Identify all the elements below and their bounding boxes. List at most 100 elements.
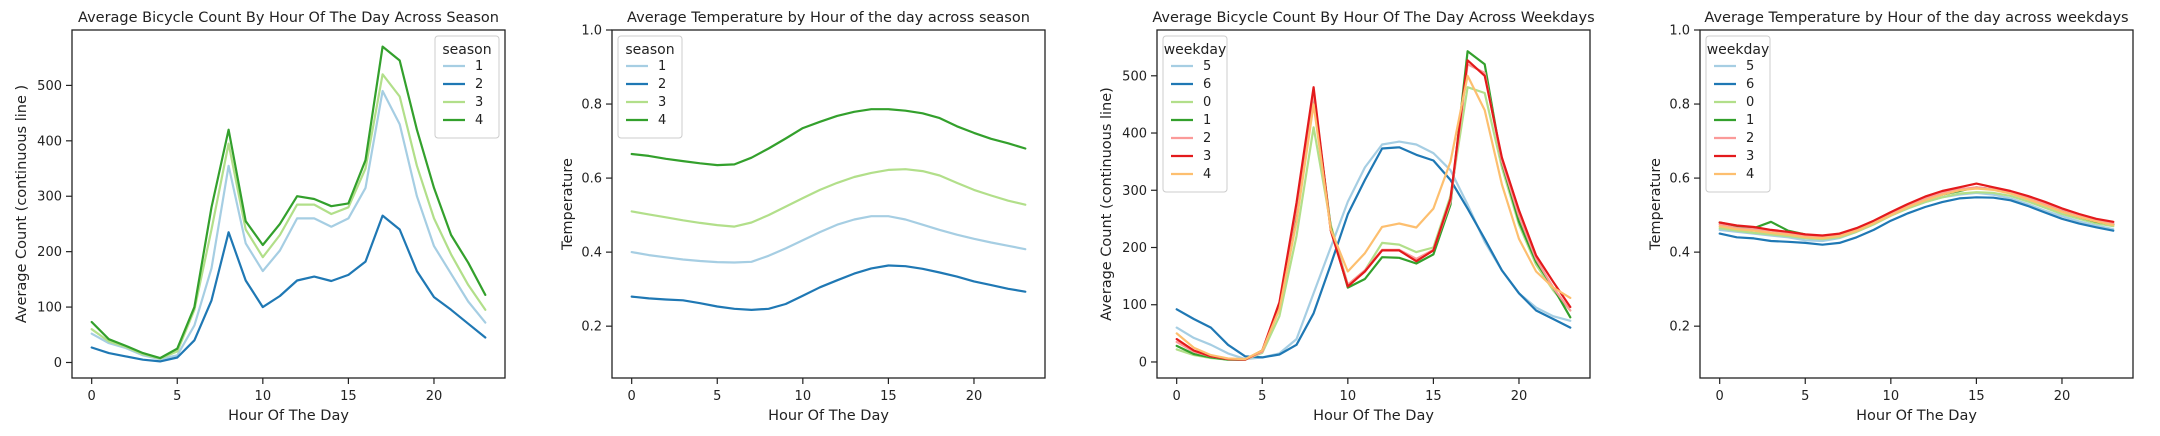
x-axis-label: Hour Of The Day xyxy=(1856,408,1977,424)
legend-label: 5 xyxy=(1203,59,1211,74)
legend-label: 2 xyxy=(1746,131,1754,146)
legend-label: 1 xyxy=(1746,113,1754,128)
x-tick-label: 0 xyxy=(1173,389,1181,404)
legend-label: 4 xyxy=(1203,167,1211,182)
x-tick-label: 0 xyxy=(88,389,96,404)
y-tick-label: 100 xyxy=(1122,298,1147,313)
legend-label: 1 xyxy=(475,59,483,74)
series-line-6 xyxy=(1175,146,1572,359)
series-line-6 xyxy=(1718,196,2115,246)
y-tick-label: 200 xyxy=(37,245,62,260)
legend-box xyxy=(617,35,683,139)
series-line-2 xyxy=(90,214,487,363)
y-tick-label: 0.2 xyxy=(581,320,602,335)
x-tick-label: 15 xyxy=(340,389,357,404)
x-tick-label: 5 xyxy=(1801,389,1809,404)
series-line-2 xyxy=(630,264,1027,311)
legend-label: 0 xyxy=(1203,95,1211,110)
legend-label: 4 xyxy=(475,113,483,128)
legend-label: 2 xyxy=(475,77,483,92)
chart-title: Average Temperature by Hour of the day a… xyxy=(1704,10,2128,26)
x-tick-label: 10 xyxy=(1883,389,1900,404)
legend-title: weekday xyxy=(1707,42,1770,58)
series-line-3 xyxy=(1718,182,2115,237)
x-tick-label: 10 xyxy=(1340,389,1357,404)
x-tick-label: 0 xyxy=(1716,389,1724,404)
x-axis-label: Hour Of The Day xyxy=(1313,408,1434,424)
chart-title: Average Temperature by Hour of the day a… xyxy=(627,10,1030,26)
plot-frame xyxy=(71,29,506,379)
x-tick-label: 10 xyxy=(255,389,272,404)
series-line-0 xyxy=(1175,86,1572,361)
legend-label: 3 xyxy=(1746,149,1754,164)
legend-label: 2 xyxy=(1203,131,1211,146)
y-tick-label: 0.4 xyxy=(1669,246,1690,261)
chart-2: Average Temperature by Hour of the day a… xyxy=(560,10,1046,424)
plot-frame xyxy=(1156,29,1591,379)
y-tick-label: 0.8 xyxy=(1669,98,1690,113)
legend-box xyxy=(1162,35,1228,193)
y-tick-label: 500 xyxy=(37,79,62,94)
legend-label: 0 xyxy=(1746,95,1754,110)
x-tick-label: 5 xyxy=(1258,389,1266,404)
y-tick-label: 0.6 xyxy=(581,172,602,187)
x-tick-label: 15 xyxy=(1425,389,1442,404)
legend-box xyxy=(1705,35,1771,193)
y-tick-label: 400 xyxy=(37,134,62,149)
y-tick-label: 0.2 xyxy=(1669,320,1690,335)
series-line-3 xyxy=(1175,59,1572,361)
y-axis-label: Average Count (continuous line) xyxy=(1099,87,1115,321)
legend-title: season xyxy=(625,42,674,58)
legend-label: 6 xyxy=(1746,77,1754,92)
y-axis-label: Temperature xyxy=(560,158,576,251)
series-line-4 xyxy=(1718,187,2115,240)
x-tick-label: 5 xyxy=(173,389,181,404)
series-line-4 xyxy=(90,45,487,360)
legend-label: 4 xyxy=(1746,167,1754,182)
legend-label: 5 xyxy=(1746,59,1754,74)
x-axis-label: Hour Of The Day xyxy=(228,408,349,424)
chart-1: Average Bicycle Count By Hour Of The Day… xyxy=(14,10,506,424)
y-tick-label: 0 xyxy=(1139,355,1147,370)
legend-label: 3 xyxy=(1203,149,1211,164)
series-line-5 xyxy=(1175,140,1572,361)
legend-label: 3 xyxy=(658,95,666,110)
x-axis-label: Hour Of The Day xyxy=(768,408,889,424)
x-tick-label: 10 xyxy=(795,389,812,404)
series-line-1 xyxy=(1175,50,1572,361)
y-tick-label: 400 xyxy=(1122,127,1147,142)
plot-frame xyxy=(611,29,1046,379)
x-tick-label: 5 xyxy=(713,389,721,404)
y-tick-label: 300 xyxy=(37,190,62,205)
series-line-3 xyxy=(90,73,487,360)
y-tick-label: 0.6 xyxy=(1669,172,1690,187)
legend-box xyxy=(434,35,500,139)
y-axis-label: Average Count (continuous line ) xyxy=(14,85,30,323)
y-tick-label: 100 xyxy=(37,301,62,316)
y-tick-label: 0.8 xyxy=(581,98,602,113)
legend-label: 2 xyxy=(658,77,666,92)
chart-4: Average Temperature by Hour of the day a… xyxy=(1648,10,2134,424)
y-tick-label: 0 xyxy=(54,356,62,371)
y-tick-label: 0.4 xyxy=(581,246,602,261)
x-tick-label: 0 xyxy=(628,389,636,404)
chart-title: Average Bicycle Count By Hour Of The Day… xyxy=(78,10,499,26)
series-line-0 xyxy=(1718,191,2115,241)
series-line-1 xyxy=(630,215,1027,264)
plot-frame xyxy=(1699,29,2134,379)
x-tick-label: 15 xyxy=(1968,389,1985,404)
x-tick-label: 20 xyxy=(2054,389,2071,404)
series-line-4 xyxy=(630,108,1027,167)
y-tick-label: 500 xyxy=(1122,69,1147,84)
chart-title: Average Bicycle Count By Hour Of The Day… xyxy=(1152,10,1594,26)
series-line-4 xyxy=(1175,74,1572,361)
y-tick-label: 1.0 xyxy=(581,24,602,39)
legend-label: 3 xyxy=(475,95,483,110)
y-tick-label: 300 xyxy=(1122,184,1147,199)
x-tick-label: 20 xyxy=(426,389,443,404)
